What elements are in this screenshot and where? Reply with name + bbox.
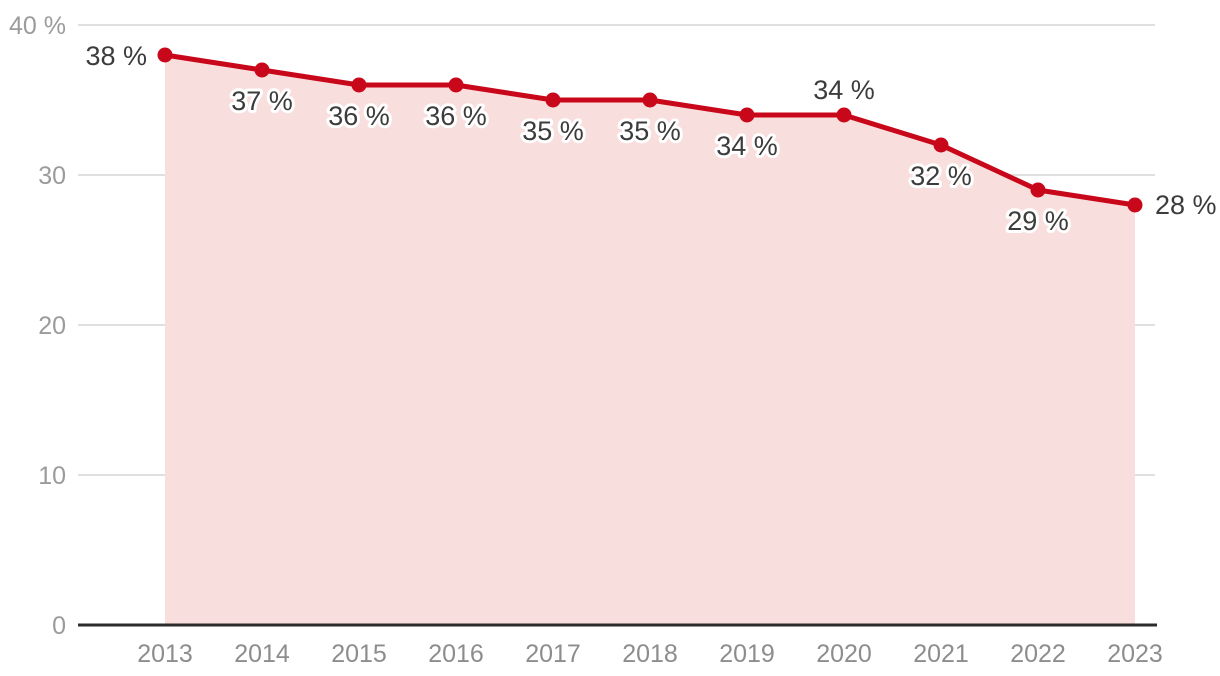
- data-point: [448, 77, 464, 93]
- data-point: [254, 62, 270, 78]
- data-point: [157, 47, 173, 63]
- x-tick-label: 2021: [913, 640, 969, 668]
- data-point-label: 37 %: [231, 86, 293, 116]
- y-tick-label: 10: [38, 462, 66, 490]
- data-point: [351, 77, 367, 93]
- data-point: [739, 107, 755, 123]
- x-tick-label: 2016: [428, 640, 484, 668]
- data-point-label: 38 %: [85, 41, 147, 71]
- data-point-label: 32 %: [910, 161, 972, 191]
- data-point: [933, 137, 949, 153]
- data-point: [836, 107, 852, 123]
- data-point-label: 35 %: [522, 116, 584, 146]
- x-tick-label: 2015: [331, 640, 387, 668]
- x-tick-label: 2018: [622, 640, 678, 668]
- y-tick-label: 30: [38, 162, 66, 190]
- x-tick-label: 2019: [719, 640, 775, 668]
- data-point-label: 28 %: [1155, 190, 1217, 220]
- x-tick-label: 2014: [234, 640, 290, 668]
- x-tick-label: 2023: [1107, 640, 1163, 668]
- x-tick-label: 2022: [1010, 640, 1066, 668]
- y-tick-label: 40 %: [9, 12, 66, 40]
- x-tick-label: 2017: [525, 640, 581, 668]
- x-tick-label: 2020: [816, 640, 872, 668]
- data-point-label: 34 %: [716, 131, 778, 161]
- area-fill: [165, 55, 1135, 625]
- data-point: [642, 92, 658, 108]
- data-point-label: 35 %: [619, 116, 681, 146]
- data-point-label: 34 %: [813, 75, 875, 105]
- data-point: [1127, 197, 1143, 213]
- data-point-label: 36 %: [328, 101, 390, 131]
- y-tick-label: 20: [38, 312, 66, 340]
- data-point-label: 36 %: [425, 101, 487, 131]
- data-point-label: 29 %: [1007, 206, 1069, 236]
- x-tick-label: 2013: [137, 640, 193, 668]
- data-point: [545, 92, 561, 108]
- data-point: [1030, 182, 1046, 198]
- y-tick-label: 0: [52, 612, 66, 640]
